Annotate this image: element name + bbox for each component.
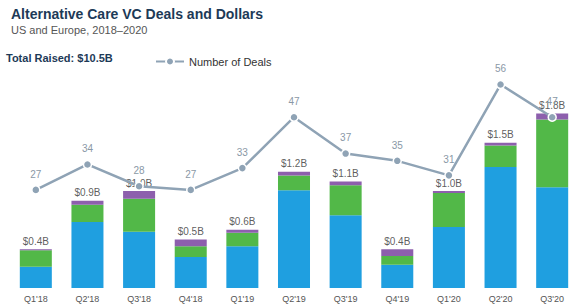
svg-text:Q2'18: Q2'18 — [76, 294, 100, 304]
svg-text:$0.6B: $0.6B — [229, 216, 255, 227]
svg-text:31: 31 — [443, 154, 455, 165]
svg-text:Q4'19: Q4'19 — [385, 294, 409, 304]
svg-text:35: 35 — [392, 140, 404, 151]
svg-text:Q3'19: Q3'19 — [334, 294, 358, 304]
svg-text:28: 28 — [134, 165, 146, 176]
svg-text:33: 33 — [237, 147, 249, 158]
svg-text:Number of Deals: Number of Deals — [189, 56, 272, 68]
svg-text:$0.9B: $0.9B — [74, 187, 100, 198]
svg-text:37: 37 — [340, 132, 352, 143]
svg-text:27: 27 — [30, 169, 42, 180]
svg-text:47: 47 — [288, 96, 300, 107]
svg-text:$1.8B: $1.8B — [539, 100, 566, 112]
svg-text:$0.4B: $0.4B — [23, 236, 49, 247]
svg-text:Total Raised: $10.5B: Total Raised: $10.5B — [6, 52, 113, 64]
svg-text:$0.4B: $0.4B — [384, 236, 410, 247]
svg-text:27: 27 — [185, 169, 197, 180]
svg-text:Q1'19: Q1'19 — [230, 294, 254, 304]
svg-text:$1.0B: $1.0B — [435, 177, 462, 189]
svg-text:$0.5B: $0.5B — [178, 226, 204, 237]
svg-text:Q1'18: Q1'18 — [24, 294, 48, 304]
svg-text:Q1'20: Q1'20 — [437, 294, 461, 304]
svg-text:Q3'20: Q3'20 — [540, 294, 564, 304]
svg-text:56: 56 — [495, 63, 507, 74]
svg-text:Q4'18: Q4'18 — [179, 294, 203, 304]
svg-text:$1.5B: $1.5B — [487, 129, 513, 140]
svg-text:Q2'19: Q2'19 — [282, 294, 306, 304]
svg-text:$1.2B: $1.2B — [281, 158, 307, 169]
svg-text:34: 34 — [82, 143, 94, 154]
svg-text:$1.1B: $1.1B — [333, 168, 359, 179]
svg-text:Q3'18: Q3'18 — [127, 294, 151, 304]
svg-text:Alternative Care VC Deals and: Alternative Care VC Deals and Dollars — [11, 6, 263, 22]
svg-text:Q2'20: Q2'20 — [489, 294, 513, 304]
svg-text:US and Europe, 2018–2020: US and Europe, 2018–2020 — [11, 24, 147, 36]
svg-text:47: 47 — [547, 96, 559, 107]
